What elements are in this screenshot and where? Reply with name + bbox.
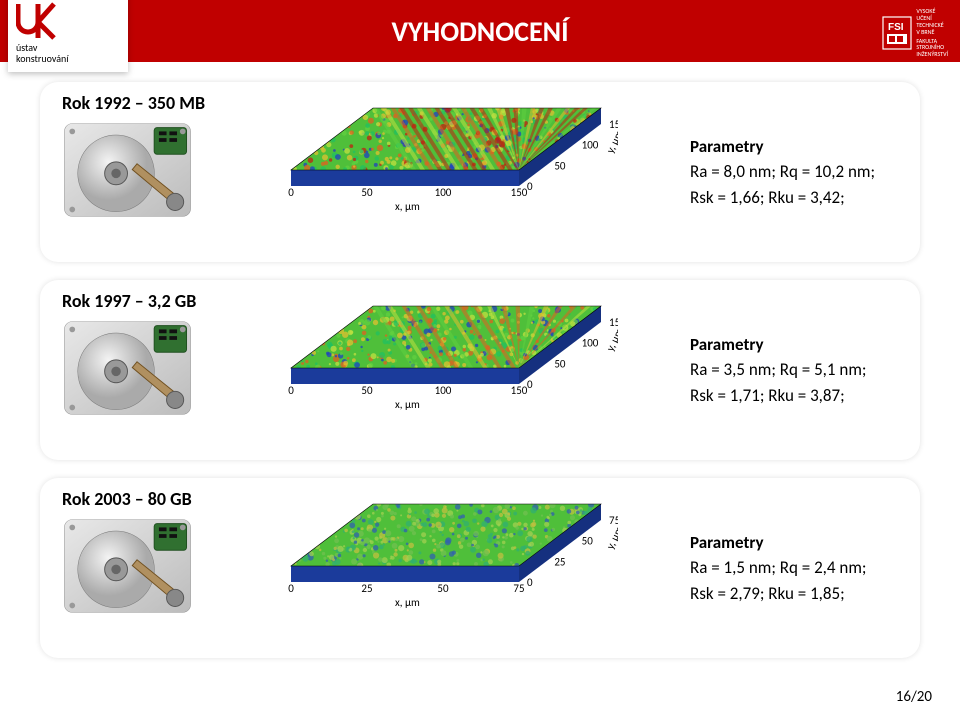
params-title: Parametry xyxy=(690,332,900,358)
params-line: Ra = 1,5 nm; Rq = 2,4 nm; xyxy=(690,555,900,581)
surface-plot: 150100500x, µm150100500y, µm xyxy=(278,288,618,453)
uk-logo-icon xyxy=(16,2,58,40)
hdd-image xyxy=(60,318,195,423)
svg-text:y, µm: y, µm xyxy=(603,127,617,155)
svg-text:0: 0 xyxy=(288,384,294,397)
hdd-illustration xyxy=(60,318,195,418)
params-line: Rsk = 1,66; Rku = 3,42; xyxy=(690,185,900,211)
params-line: Rsk = 2,79; Rku = 1,85; xyxy=(690,581,900,607)
fsi-logo-icon: FSI xyxy=(882,16,912,50)
row-heading: Rok 1997 – 3,2 GB xyxy=(62,290,196,312)
parameters-block: Parametry Ra = 3,5 nm; Rq = 5,1 nm; Rsk … xyxy=(690,332,900,409)
surface-plot-wrap: 150100500x, µm150100500y, µm xyxy=(205,90,690,255)
surface-plot: 7550250x, µm7550250y, µm xyxy=(278,486,618,651)
logo-left-text: ústav konstruování xyxy=(16,42,69,64)
svg-text:75: 75 xyxy=(513,582,524,595)
svg-text:y, µm: y, µm xyxy=(603,325,617,353)
slide: ústav konstruování VYHODNOCENÍ FSI VYSOK… xyxy=(0,0,960,716)
institute-logo-left: ústav konstruování xyxy=(8,0,128,72)
hdd-illustration xyxy=(60,120,195,220)
svg-text:0: 0 xyxy=(527,576,533,589)
svg-text:x, µm: x, µm xyxy=(395,596,420,609)
params-line: Ra = 8,0 nm; Rq = 10,2 nm; xyxy=(690,159,900,185)
parameters-block: Parametry Ra = 1,5 nm; Rq = 2,4 nm; Rsk … xyxy=(690,530,900,607)
params-line: Ra = 3,5 nm; Rq = 5,1 nm; xyxy=(690,357,900,383)
svg-text:150: 150 xyxy=(510,384,527,397)
data-panel: Rok 2003 – 80 GB 7550250x, µm7550250y, µ… xyxy=(40,478,920,658)
svg-text:25: 25 xyxy=(361,582,372,595)
svg-text:x, µm: x, µm xyxy=(395,398,420,411)
content-area: Rok 1992 – 350 MB 150 100 50 0 x, µm 150 100 50… xyxy=(0,62,960,658)
hdd-image xyxy=(60,516,195,621)
page-number: 16/20 xyxy=(896,688,932,706)
parameters-block: Parametry Ra = 8,0 nm; Rq = 10,2 nm; Rsk… xyxy=(690,134,900,211)
svg-text:50: 50 xyxy=(361,186,373,199)
svg-text:FSI: FSI xyxy=(888,22,904,33)
row-heading: Rok 1992 – 350 MB xyxy=(62,92,205,114)
svg-text:0: 0 xyxy=(288,582,294,595)
svg-text:x, µm: x, µm xyxy=(395,200,420,213)
params-line: Rsk = 1,71; Rku = 3,87; xyxy=(690,383,900,409)
surface-plot-wrap: 7550250x, µm7550250y, µm xyxy=(205,486,690,651)
svg-text:50: 50 xyxy=(554,357,566,370)
svg-text:100: 100 xyxy=(581,138,598,151)
svg-text:50: 50 xyxy=(581,534,593,547)
svg-text:0: 0 xyxy=(527,378,533,391)
svg-text:100: 100 xyxy=(434,384,451,397)
svg-text:0: 0 xyxy=(288,186,294,199)
faculty-logo-right: FSI VYSOKÉ UČENÍ TECHNICKÉ V BRNĚ FAKULT… xyxy=(882,8,948,58)
svg-text:50: 50 xyxy=(554,159,566,172)
svg-text:150: 150 xyxy=(510,186,527,199)
logo-right-text: VYSOKÉ UČENÍ TECHNICKÉ V BRNĚ FAKULTA ST… xyxy=(916,8,948,58)
data-panel: Rok 1992 – 350 MB 150100500x, µm15010050… xyxy=(40,82,920,262)
hdd-image xyxy=(60,120,195,225)
svg-text:y, µm: y, µm xyxy=(603,523,617,551)
svg-text:50: 50 xyxy=(361,384,373,397)
hdd-illustration xyxy=(60,516,195,616)
slide-title: VYHODNOCENÍ xyxy=(0,14,960,49)
svg-text:25: 25 xyxy=(554,555,565,568)
params-title: Parametry xyxy=(690,530,900,556)
svg-text:100: 100 xyxy=(434,186,451,199)
header-bar: ústav konstruování VYHODNOCENÍ FSI VYSOK… xyxy=(0,0,960,62)
svg-text:50: 50 xyxy=(437,582,449,595)
row-heading: Rok 2003 – 80 GB xyxy=(62,488,192,510)
surface-plot: 150100500x, µm150100500y, µm xyxy=(278,90,618,255)
svg-text:0: 0 xyxy=(527,180,533,193)
surface-plot-wrap: 150100500x, µm150100500y, µm xyxy=(205,288,690,453)
params-title: Parametry xyxy=(690,134,900,160)
svg-text:100: 100 xyxy=(581,336,598,349)
data-panel: Rok 1997 – 3,2 GB 150100500x, µm15010050… xyxy=(40,280,920,460)
